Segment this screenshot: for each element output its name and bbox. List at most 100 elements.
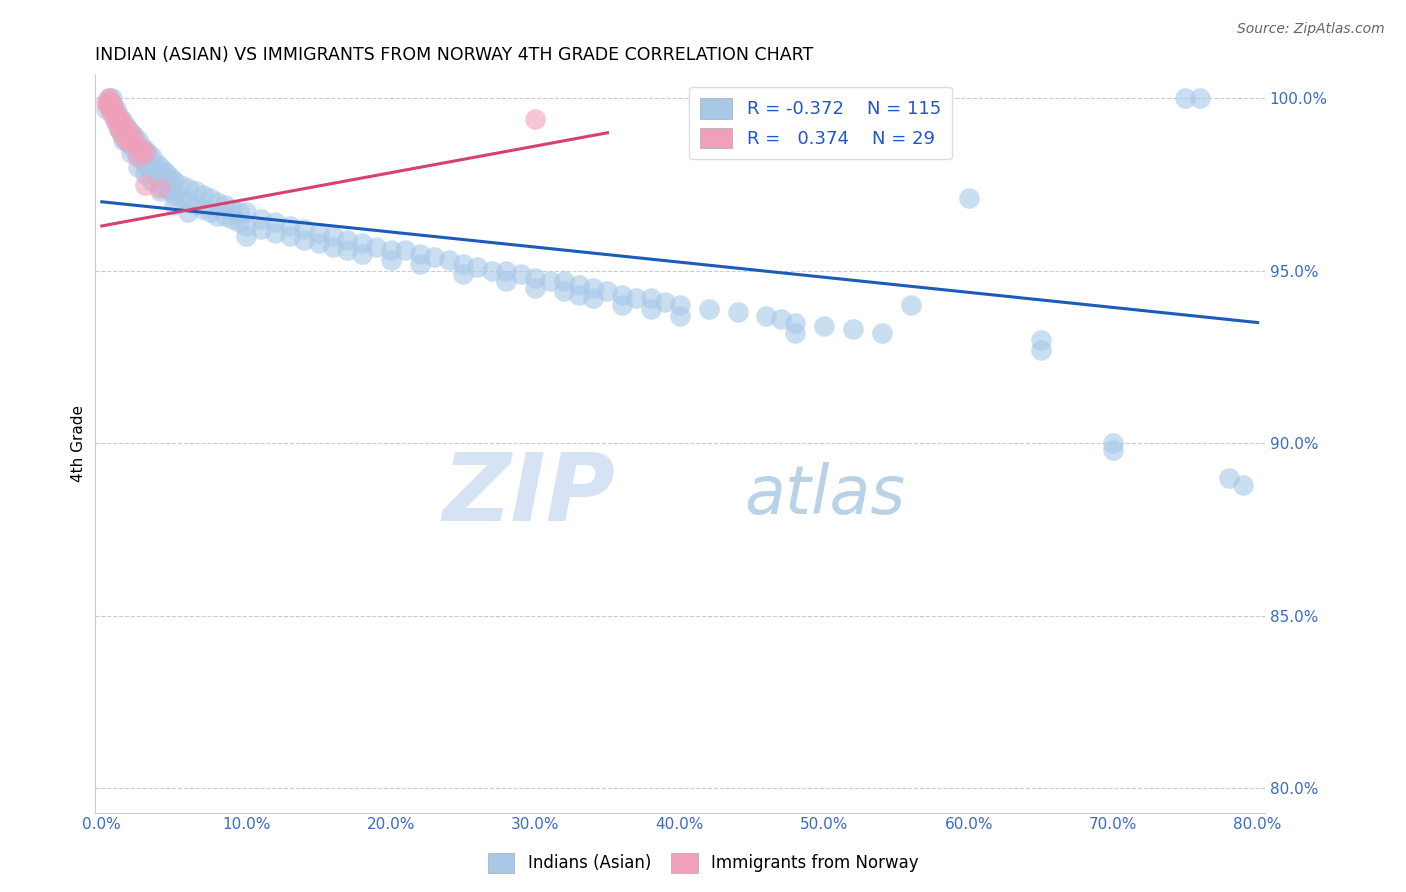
Point bbox=[207, 209, 229, 223]
Point bbox=[141, 150, 163, 164]
Point bbox=[235, 229, 257, 244]
Point bbox=[177, 205, 200, 219]
Point bbox=[214, 209, 236, 223]
Point bbox=[394, 243, 416, 257]
Point bbox=[153, 178, 176, 192]
Point bbox=[170, 191, 193, 205]
Point bbox=[235, 205, 257, 219]
Point bbox=[568, 277, 591, 292]
Point bbox=[108, 109, 131, 123]
Point bbox=[115, 119, 138, 133]
Point bbox=[134, 146, 156, 161]
Point bbox=[101, 91, 124, 105]
Point bbox=[380, 243, 402, 257]
Point bbox=[1102, 443, 1125, 458]
Point bbox=[322, 240, 344, 254]
Point bbox=[134, 157, 156, 171]
Text: Source: ZipAtlas.com: Source: ZipAtlas.com bbox=[1237, 22, 1385, 37]
Point bbox=[131, 139, 153, 153]
Point bbox=[198, 205, 221, 219]
Point bbox=[568, 288, 591, 302]
Point bbox=[1188, 91, 1211, 105]
Point bbox=[145, 157, 167, 171]
Point bbox=[104, 105, 127, 120]
Point bbox=[105, 115, 128, 129]
Point bbox=[101, 98, 124, 112]
Point bbox=[100, 95, 122, 109]
Point bbox=[177, 181, 200, 195]
Point bbox=[582, 292, 605, 306]
Point bbox=[350, 246, 373, 260]
Point bbox=[408, 257, 430, 271]
Point bbox=[769, 312, 792, 326]
Point bbox=[136, 146, 159, 161]
Point bbox=[127, 133, 149, 147]
Point bbox=[100, 102, 122, 116]
Point bbox=[249, 212, 271, 227]
Point bbox=[697, 102, 720, 116]
Point bbox=[103, 102, 125, 116]
Point bbox=[101, 105, 124, 120]
Point bbox=[156, 167, 179, 181]
Point bbox=[870, 326, 893, 340]
Point bbox=[134, 178, 156, 192]
Point bbox=[115, 133, 138, 147]
Point bbox=[108, 122, 131, 136]
Point bbox=[292, 222, 315, 236]
Point bbox=[1218, 471, 1240, 485]
Point bbox=[94, 102, 117, 116]
Point bbox=[101, 102, 124, 116]
Point bbox=[97, 98, 120, 112]
Point bbox=[264, 215, 287, 229]
Point bbox=[380, 253, 402, 268]
Point bbox=[97, 95, 120, 109]
Point bbox=[112, 129, 135, 144]
Point bbox=[524, 281, 547, 295]
Point bbox=[149, 174, 172, 188]
Point bbox=[495, 264, 517, 278]
Point bbox=[1232, 477, 1254, 491]
Point bbox=[467, 260, 489, 275]
Point bbox=[957, 191, 980, 205]
Point bbox=[160, 185, 183, 199]
Point bbox=[451, 267, 474, 281]
Point bbox=[120, 146, 142, 161]
Point bbox=[524, 112, 547, 126]
Point bbox=[112, 126, 135, 140]
Point bbox=[98, 91, 121, 105]
Point bbox=[308, 226, 330, 240]
Point bbox=[105, 109, 128, 123]
Text: atlas: atlas bbox=[744, 462, 905, 528]
Point bbox=[122, 129, 145, 144]
Point bbox=[103, 109, 125, 123]
Point bbox=[100, 95, 122, 109]
Point bbox=[117, 136, 139, 150]
Point bbox=[610, 298, 633, 312]
Point bbox=[141, 174, 163, 188]
Point bbox=[149, 161, 172, 175]
Point bbox=[127, 150, 149, 164]
Point bbox=[322, 229, 344, 244]
Point bbox=[582, 281, 605, 295]
Point bbox=[292, 233, 315, 247]
Point bbox=[785, 316, 807, 330]
Point bbox=[538, 274, 561, 288]
Point bbox=[264, 226, 287, 240]
Point bbox=[727, 305, 749, 319]
Point bbox=[131, 143, 153, 157]
Point bbox=[98, 98, 121, 112]
Point bbox=[110, 126, 132, 140]
Point bbox=[149, 185, 172, 199]
Point bbox=[842, 322, 865, 336]
Point bbox=[105, 102, 128, 116]
Point bbox=[1029, 343, 1052, 358]
Point bbox=[900, 298, 922, 312]
Point bbox=[120, 126, 142, 140]
Point bbox=[553, 274, 575, 288]
Point bbox=[249, 222, 271, 236]
Point bbox=[366, 240, 388, 254]
Point bbox=[110, 112, 132, 126]
Point bbox=[626, 292, 648, 306]
Point bbox=[813, 318, 835, 333]
Point bbox=[127, 146, 149, 161]
